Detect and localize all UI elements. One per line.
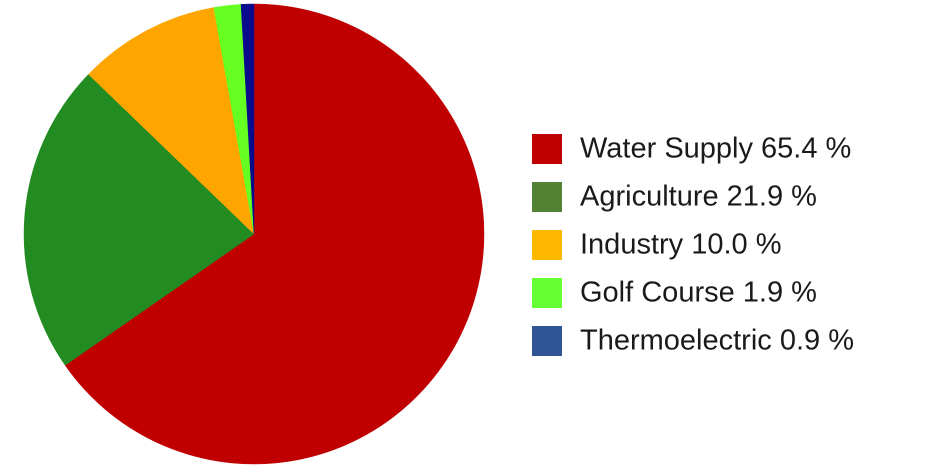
legend-item: Thermoelectric 0.9 %: [532, 325, 854, 357]
pie-slice-industry: [88, 7, 255, 235]
legend-label: Industry 10.0 %: [580, 229, 782, 261]
legend-label: Thermoelectric 0.9 %: [580, 325, 854, 357]
legend-item: Golf Course 1.9 %: [532, 277, 817, 309]
legend-label: Water Supply 65.4 %: [580, 133, 851, 165]
legend: Water Supply 65.4 % Agriculture 21.9 % Ind…: [532, 133, 854, 357]
legend-label: Agriculture 21.9 %: [580, 181, 817, 213]
pie-slice-agriculture: [23, 73, 255, 366]
legend-item: Agriculture 21.9 %: [532, 181, 817, 213]
legend-item: Water Supply 65.4 %: [532, 133, 851, 165]
pie-slices: [23, 3, 485, 465]
legend-swatch: [532, 278, 562, 308]
legend-label: Golf Course 1.9 %: [580, 277, 817, 309]
pie-slice-water-supply: [64, 3, 485, 465]
legend-swatch: [532, 230, 562, 260]
legend-item: Industry 10.0 %: [532, 229, 782, 261]
legend-swatch: [532, 182, 562, 212]
legend-swatch: [532, 326, 562, 356]
legend-swatch: [532, 134, 562, 164]
pie-slice-thermoelectric: [240, 3, 255, 235]
